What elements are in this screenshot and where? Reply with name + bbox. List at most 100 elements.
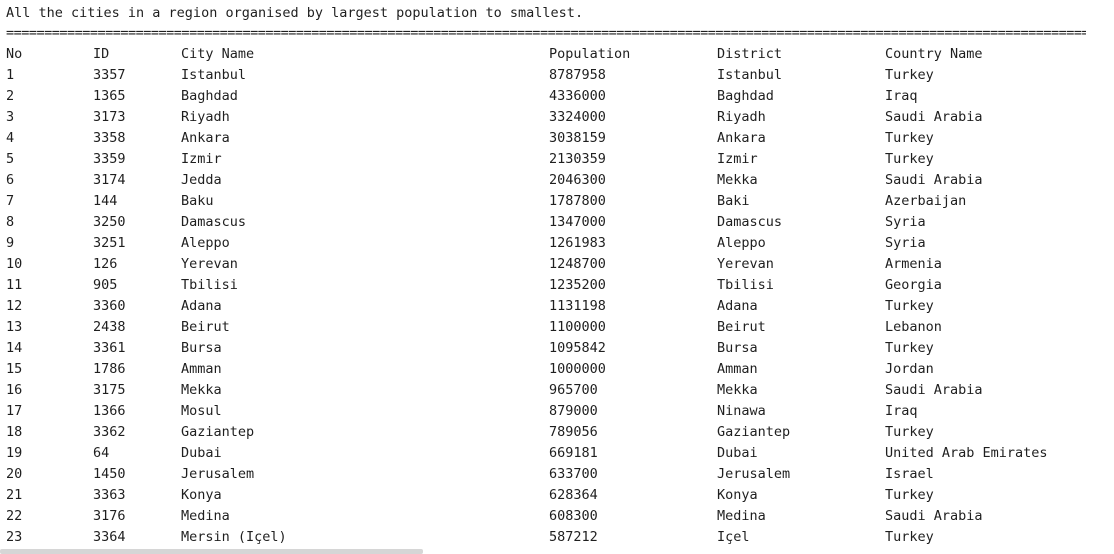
report-title: All the cities in a region organised by … xyxy=(6,5,584,21)
cell-country-name: Turkey xyxy=(885,67,934,83)
cell-no: 4 xyxy=(6,130,15,146)
table-row: 20 1450 Jerusalem 633700 Jerusalem Israel xyxy=(0,464,1114,485)
cell-id: 905 xyxy=(93,277,118,293)
cell-population: 633700 xyxy=(549,466,598,482)
cell-country-name: Armenia xyxy=(885,256,942,272)
table-row: 7 144 Baku 1787800 Baki Azerbaijan xyxy=(0,191,1114,212)
cell-id: 3175 xyxy=(93,382,126,398)
cell-no: 23 xyxy=(6,529,23,545)
cell-city-name: Yerevan xyxy=(181,256,238,272)
cell-population: 3038159 xyxy=(549,130,606,146)
cell-district: Riyadh xyxy=(717,109,766,125)
cell-country-name: Syria xyxy=(885,214,926,230)
cell-no: 9 xyxy=(6,235,15,251)
header-district: District xyxy=(717,46,783,62)
cell-population: 8787958 xyxy=(549,67,606,83)
cell-no: 11 xyxy=(6,277,23,293)
cell-district: Istanbul xyxy=(717,67,783,83)
cell-id: 64 xyxy=(93,445,110,461)
table-row: 8 3250 Damascus 1347000 Damascus Syria xyxy=(0,212,1114,233)
table-row: 4 3358 Ankara 3038159 Ankara Turkey xyxy=(0,128,1114,149)
cell-city-name: Gaziantep xyxy=(181,424,255,440)
table-row: 18 3362 Gaziantep 789056 Gaziantep Turkey xyxy=(0,422,1114,443)
cell-district: Baghdad xyxy=(717,88,774,104)
cell-country-name: Turkey xyxy=(885,151,934,167)
cell-country-name: Saudi Arabia xyxy=(885,172,983,188)
cell-population: 1100000 xyxy=(549,319,606,335)
cell-id: 144 xyxy=(93,193,118,209)
cell-district: Baki xyxy=(717,193,750,209)
cell-population: 1347000 xyxy=(549,214,606,230)
cell-no: 6 xyxy=(6,172,15,188)
cell-population: 1000000 xyxy=(549,361,606,377)
cell-id: 3174 xyxy=(93,172,126,188)
cell-no: 8 xyxy=(6,214,15,230)
table-row: 2 1365 Baghdad 4336000 Baghdad Iraq xyxy=(0,86,1114,107)
cell-population: 608300 xyxy=(549,508,598,524)
cell-city-name: Baku xyxy=(181,193,214,209)
header-population: Population xyxy=(549,46,631,62)
horizontal-scrollbar[interactable] xyxy=(0,549,423,554)
cell-population: 2046300 xyxy=(549,172,606,188)
cell-id: 3363 xyxy=(93,487,126,503)
cell-city-name: Konya xyxy=(181,487,222,503)
cell-population: 1095842 xyxy=(549,340,606,356)
cell-population: 1131198 xyxy=(549,298,606,314)
cell-district: Ninawa xyxy=(717,403,766,419)
header-city-name: City Name xyxy=(181,46,255,62)
cell-district: Konya xyxy=(717,487,758,503)
cell-country-name: Saudi Arabia xyxy=(885,508,983,524)
table-row: 14 3361 Bursa 1095842 Bursa Turkey xyxy=(0,338,1114,359)
cell-id: 1366 xyxy=(93,403,126,419)
cell-id: 3361 xyxy=(93,340,126,356)
cell-country-name: United Arab Emirates xyxy=(885,445,1048,461)
cell-district: Aleppo xyxy=(717,235,766,251)
cell-id: 3357 xyxy=(93,67,126,83)
cell-id: 2438 xyxy=(93,319,126,335)
cell-city-name: Jerusalem xyxy=(181,466,255,482)
cell-district: Jerusalem xyxy=(717,466,791,482)
cell-population: 1261983 xyxy=(549,235,606,251)
cell-city-name: Amman xyxy=(181,361,222,377)
table-row: 21 3363 Konya 628364 Konya Turkey xyxy=(0,485,1114,506)
cell-population: 669181 xyxy=(549,445,598,461)
cell-district: Içel xyxy=(717,529,750,545)
cell-city-name: Istanbul xyxy=(181,67,247,83)
table-row: 10 126 Yerevan 1248700 Yerevan Armenia xyxy=(0,254,1114,275)
cell-city-name: Aleppo xyxy=(181,235,230,251)
cell-population: 879000 xyxy=(549,403,598,419)
cell-district: Medina xyxy=(717,508,766,524)
cell-district: Mekka xyxy=(717,172,758,188)
separator-line: ========================================… xyxy=(6,25,1086,41)
table-row: 11 905 Tbilisi 1235200 Tbilisi Georgia xyxy=(0,275,1114,296)
cell-no: 20 xyxy=(6,466,23,482)
cell-no: 16 xyxy=(6,382,23,398)
cell-district: Mekka xyxy=(717,382,758,398)
cell-city-name: Mekka xyxy=(181,382,222,398)
cell-district: Damascus xyxy=(717,214,783,230)
cell-country-name: Turkey xyxy=(885,487,934,503)
cell-no: 18 xyxy=(6,424,23,440)
cell-district: Yerevan xyxy=(717,256,774,272)
cell-country-name: Jordan xyxy=(885,361,934,377)
cell-city-name: Adana xyxy=(181,298,222,314)
cell-city-name: Bursa xyxy=(181,340,222,356)
cell-population: 965700 xyxy=(549,382,598,398)
cell-population: 1787800 xyxy=(549,193,606,209)
table-row: 22 3176 Medina 608300 Medina Saudi Arabia xyxy=(0,506,1114,527)
cell-population: 4336000 xyxy=(549,88,606,104)
cell-id: 1786 xyxy=(93,361,126,377)
cell-id: 3250 xyxy=(93,214,126,230)
cell-no: 7 xyxy=(6,193,15,209)
cell-no: 22 xyxy=(6,508,23,524)
cell-city-name: Mosul xyxy=(181,403,222,419)
cell-district: Amman xyxy=(717,361,758,377)
cell-no: 5 xyxy=(6,151,15,167)
cell-no: 21 xyxy=(6,487,23,503)
cell-city-name: Tbilisi xyxy=(181,277,238,293)
cell-country-name: Iraq xyxy=(885,403,918,419)
cell-city-name: Beirut xyxy=(181,319,230,335)
cell-no: 3 xyxy=(6,109,15,125)
cell-country-name: Syria xyxy=(885,235,926,251)
table-row: 17 1366 Mosul 879000 Ninawa Iraq xyxy=(0,401,1114,422)
